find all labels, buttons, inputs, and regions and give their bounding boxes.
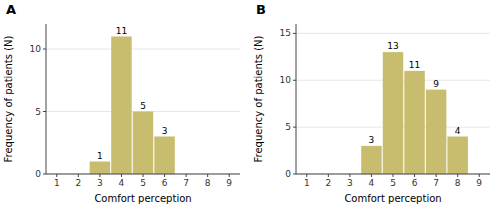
bar bbox=[447, 137, 467, 175]
y-tick-label: 5 bbox=[35, 107, 41, 117]
x-tick-label: 4 bbox=[119, 178, 125, 188]
bars bbox=[90, 37, 175, 175]
x-axis-label: Comfort perception bbox=[344, 193, 441, 204]
y-tick-label: 0 bbox=[285, 169, 291, 179]
x-tick-label: 7 bbox=[433, 178, 439, 188]
x-tick bbox=[349, 174, 350, 177]
x-tick bbox=[143, 174, 144, 177]
x-tick bbox=[414, 174, 415, 177]
data-label: 3 bbox=[369, 135, 375, 145]
data-label: 5 bbox=[140, 101, 146, 111]
x-tick bbox=[328, 174, 329, 177]
x-tick-label: 3 bbox=[347, 178, 353, 188]
grid-line bbox=[296, 33, 490, 34]
figure: 111531234567890510Comfort perceptionFreq… bbox=[0, 0, 500, 210]
data-label: 4 bbox=[455, 126, 461, 136]
x-tick-label: 7 bbox=[183, 178, 189, 188]
x-tick-label: 5 bbox=[390, 178, 396, 188]
x-tick bbox=[99, 174, 100, 177]
x-tick-label: 2 bbox=[325, 178, 331, 188]
bar bbox=[111, 37, 131, 175]
x-tick bbox=[371, 174, 372, 177]
y-tick-label: 10 bbox=[280, 75, 292, 85]
bar bbox=[133, 112, 153, 175]
y-tick bbox=[293, 127, 296, 128]
bar bbox=[404, 71, 424, 174]
x-tick bbox=[207, 174, 208, 177]
data-label: 11 bbox=[116, 26, 127, 36]
bar bbox=[90, 162, 110, 175]
x-tick bbox=[457, 174, 458, 177]
panel: 3 13 11 9 4 1 2 3 4 5 6 7 8 9 0 5 10 15 Comfort perception… bbox=[253, 2, 490, 204]
bar bbox=[383, 52, 403, 174]
x-tick bbox=[393, 174, 394, 177]
data-label: 13 bbox=[387, 41, 398, 51]
x-tick bbox=[164, 174, 165, 177]
bars bbox=[361, 52, 468, 174]
x-tick-label: 5 bbox=[140, 178, 146, 188]
x-tick-label: 9 bbox=[226, 178, 232, 188]
panel: 111531234567890510Comfort perceptionFreq… bbox=[3, 2, 240, 204]
x-tick bbox=[479, 174, 480, 177]
y-tick bbox=[43, 174, 46, 175]
x-axis-label: Comfort perception bbox=[94, 193, 191, 204]
bar bbox=[361, 146, 381, 174]
y-tick-label: 0 bbox=[35, 169, 41, 179]
x-tick-label: 4 bbox=[369, 178, 375, 188]
data-label: 9 bbox=[433, 79, 439, 89]
x-tick bbox=[436, 174, 437, 177]
x-tick-label: 9 bbox=[476, 178, 482, 188]
bar bbox=[154, 137, 174, 175]
x-tick-label: 1 bbox=[54, 178, 60, 188]
y-tick-label: 10 bbox=[30, 44, 42, 54]
y-axis-line bbox=[296, 24, 297, 174]
x-tick-label: 1 bbox=[304, 178, 310, 188]
data-label: 11 bbox=[409, 60, 420, 70]
data-label: 3 bbox=[162, 126, 168, 136]
bar bbox=[426, 90, 446, 174]
x-tick bbox=[186, 174, 187, 177]
grid-line bbox=[46, 49, 240, 50]
x-tick bbox=[121, 174, 122, 177]
y-tick bbox=[293, 33, 296, 34]
x-tick bbox=[306, 174, 307, 177]
x-tick-label: 8 bbox=[205, 178, 211, 188]
x-tick-label: 2 bbox=[75, 178, 81, 188]
panel-label: B bbox=[256, 2, 266, 17]
x-tick bbox=[78, 174, 79, 177]
y-axis-label: Frequency of patients (N) bbox=[253, 35, 264, 162]
y-tick bbox=[43, 49, 46, 50]
y-tick-label: 5 bbox=[285, 122, 291, 132]
y-tick-label: 15 bbox=[280, 28, 291, 38]
panel-label: A bbox=[6, 2, 16, 17]
y-axis-label: Frequency of patients (N) bbox=[3, 35, 14, 162]
y-tick bbox=[293, 80, 296, 81]
y-axis-line bbox=[46, 24, 47, 174]
y-tick bbox=[43, 111, 46, 112]
x-tick bbox=[229, 174, 230, 177]
x-tick-label: 8 bbox=[455, 178, 461, 188]
x-tick-label: 3 bbox=[97, 178, 103, 188]
data-label: 1 bbox=[97, 151, 103, 161]
y-tick bbox=[293, 174, 296, 175]
x-tick-label: 6 bbox=[412, 178, 418, 188]
x-tick-label: 6 bbox=[162, 178, 168, 188]
x-tick bbox=[56, 174, 57, 177]
